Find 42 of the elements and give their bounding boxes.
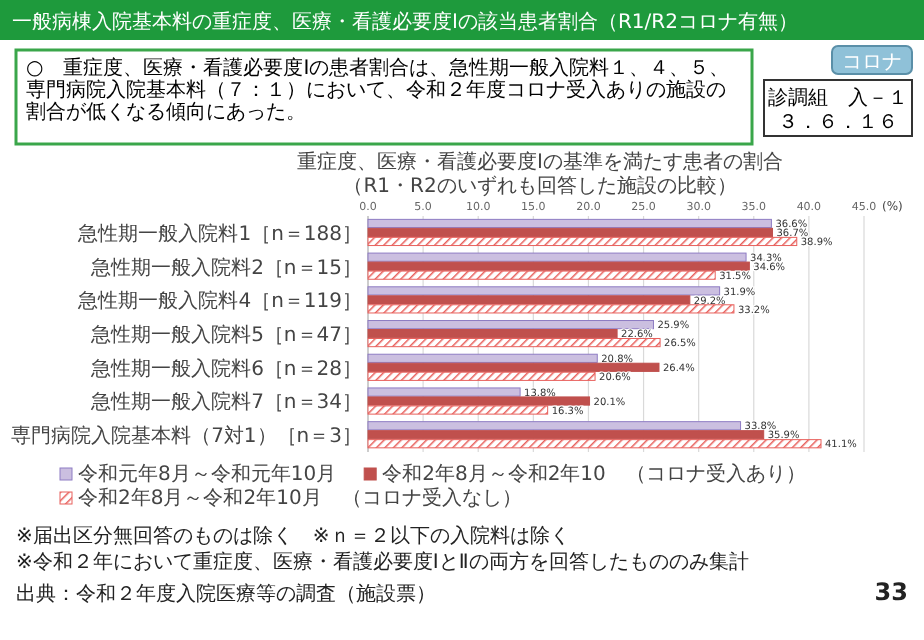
chart-subtitle: 重症度、医療・看護必要度Ⅰの基準を満たす患者の割合 [297,150,783,174]
bar [367,362,660,372]
bar [367,295,691,305]
y-tick-label: 急性期一般入院料1［n＝188］ [76,221,362,246]
y-tick-label: 急性期一般入院料5［n＝47］ [89,323,362,347]
y-tick-label: 専門病院入院基本料（7対1）［n＝3］ [11,424,362,449]
legend-label: 令和2年8月～令和2年10月 （コロナ受入なし） [78,486,522,510]
bar [367,387,521,397]
bar [367,405,549,415]
y-tick-label: 急性期一般入院料7［n＝34］ [89,390,362,415]
bar [367,236,798,247]
legend-label: 令和元年8月～令和元年10月 [78,462,337,486]
bar [367,396,591,406]
bar [367,286,721,296]
bar [367,421,742,431]
text: ※届出区分無回答のものは除く ※ｎ＝２以下の入院料は除く [16,524,570,548]
source-note: 出典：令和２年度入院医療等の調査（施設票） [16,582,436,606]
text: （R1・R2のいずれも回答した施設の比較） [343,174,737,198]
bar [367,261,750,271]
chart-title: 一般病棟入院基本料の重症度、医療・看護必要度Ⅰの該当患者割合（R1/R2コロナ有無） [12,10,798,34]
bar [367,252,747,262]
text: ※令和２年において重症度、医療・看護必要度ⅠとⅡの両方を回答したもののみ集計 [16,550,749,574]
bar [367,353,598,363]
text: 診調組 入－１ [768,86,908,110]
bar [367,304,735,314]
y-tick-label: 急性期一般入院料4［n＝119］ [76,289,362,314]
text: 33 [874,578,908,606]
bar [367,227,774,238]
bar [367,430,765,440]
bar [367,320,654,330]
bar [367,270,716,280]
bar [367,218,772,229]
bar [367,371,596,381]
text: コロナ [842,52,902,74]
legend-label: 令和2年8月～令和2年10 （コロナ受入あり） [382,462,806,486]
y-tick-label: 急性期一般入院料2［n＝15］ [89,255,362,280]
bar [367,338,661,348]
y-tick-label: 急性期一般入院料6［n＝28］ [89,356,362,381]
text: ○ 重症度、医療・看護必要度Ⅰの患者割合は、急性期一般入院料１、４、５、専門病院入院基本料（７：１）において、令和２年度コロナ受入ありの施設の割合が低くなる傾向にあった。 [26,56,730,124]
bar [367,329,618,339]
bar [367,439,822,449]
text: ３．６．１６ [778,112,898,134]
